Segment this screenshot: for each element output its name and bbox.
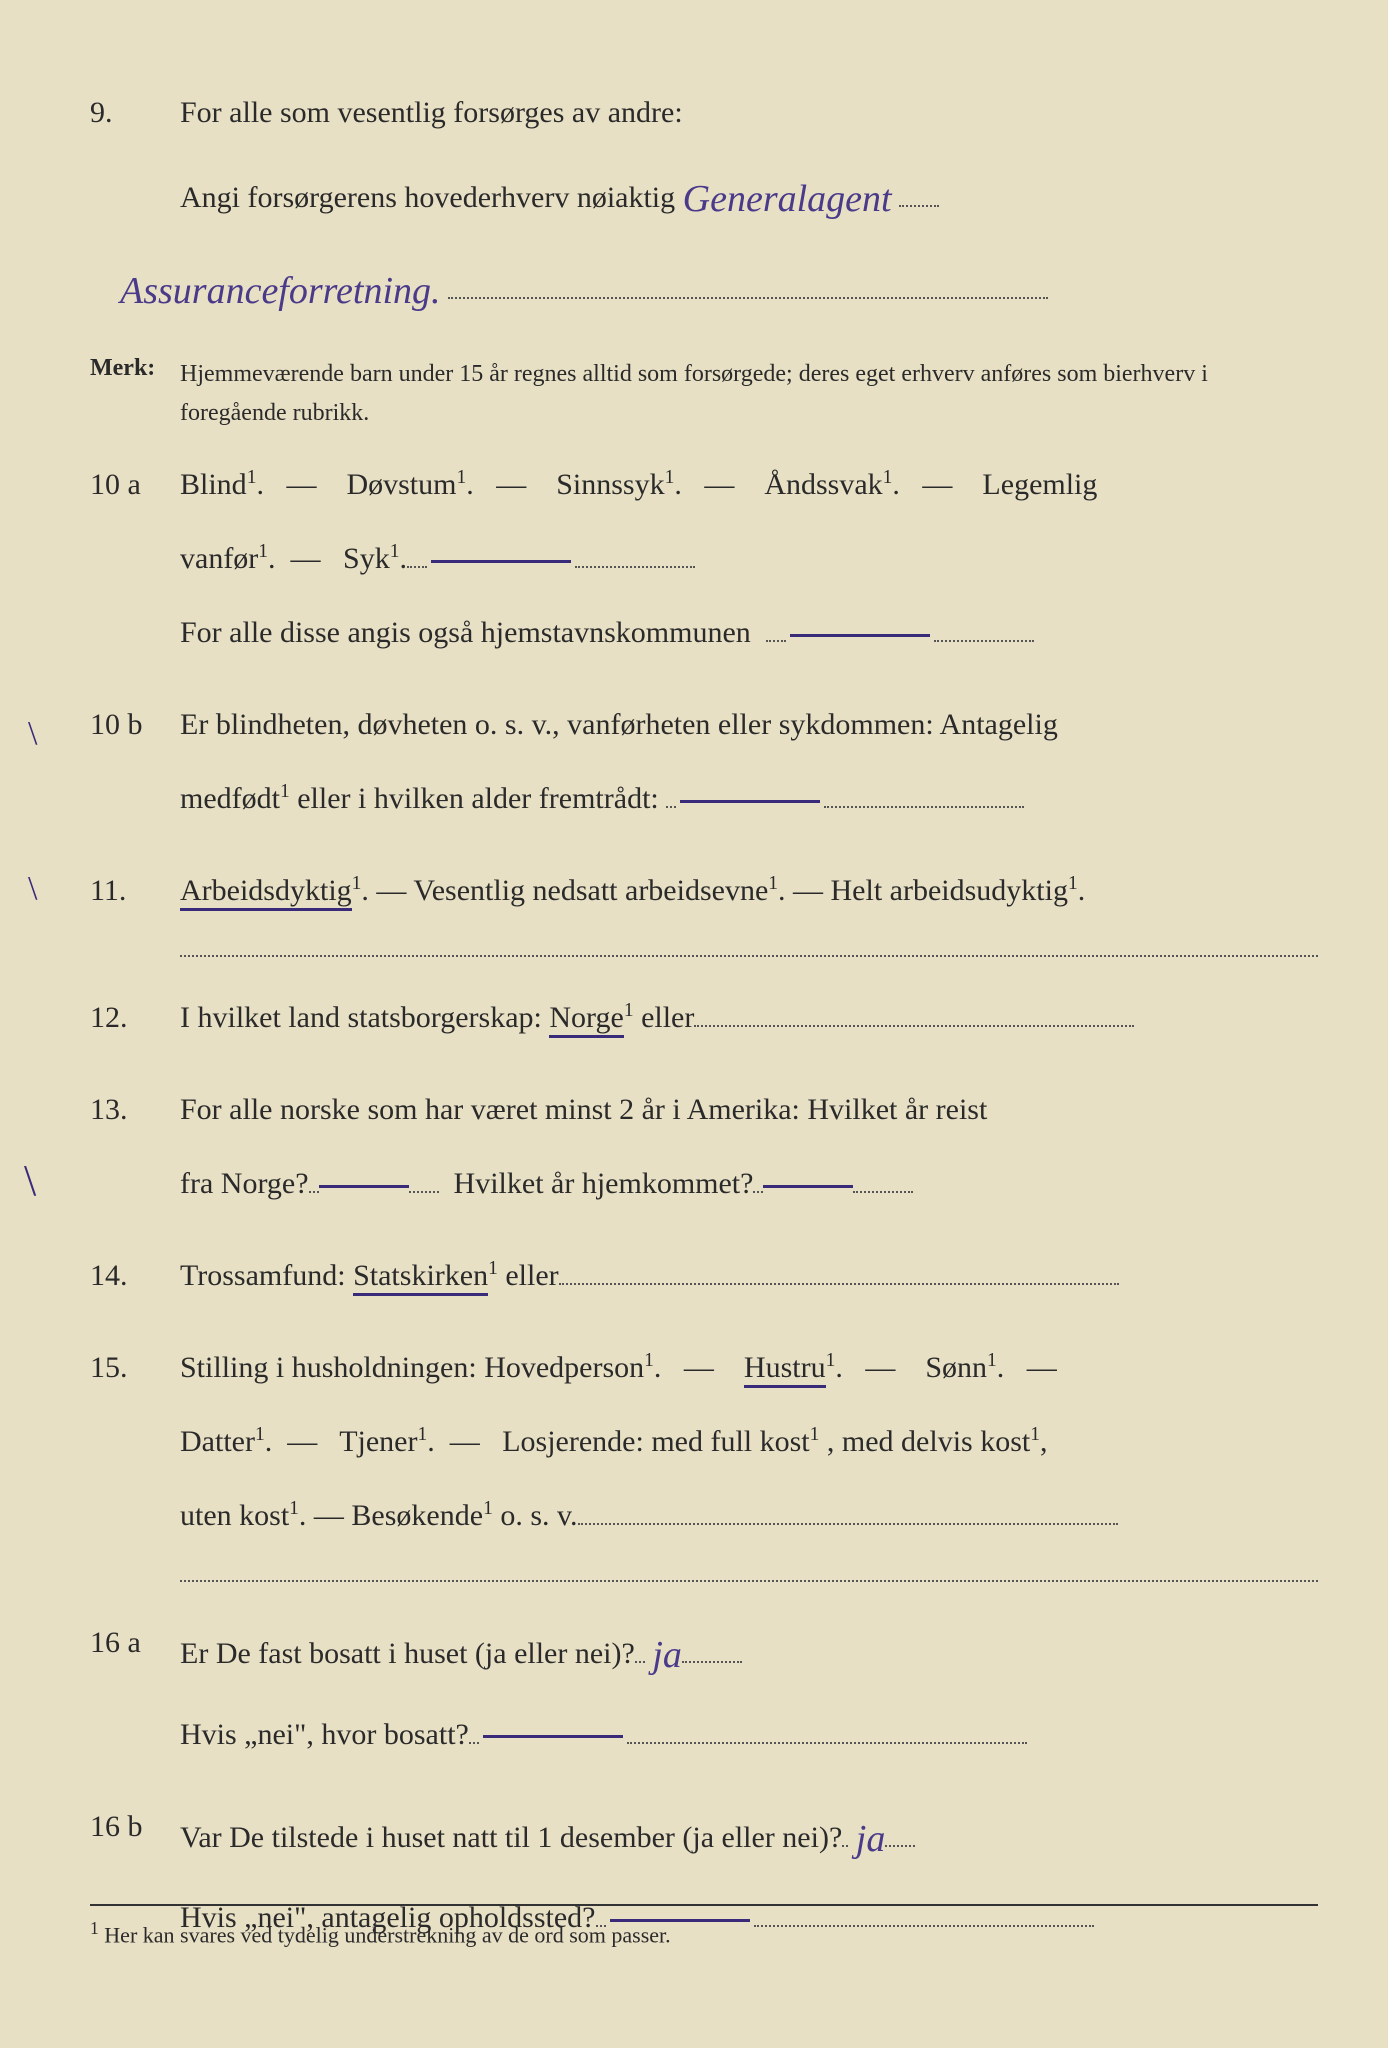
q10b-number: 10 b (90, 692, 180, 840)
merk-text: Hjemmeværende barn under 15 år regnes al… (180, 355, 1318, 432)
q13-number: 13. (90, 1077, 180, 1225)
q10a-number: 10 a (90, 452, 180, 674)
q16a-answer: ja (652, 1614, 682, 1698)
census-form-page: \ \ \ 9. For alle som vesentlig forsørge… (0, 0, 1388, 2048)
question-13: 13. For alle norske som har været minst … (90, 1077, 1318, 1225)
q12-number: 12. (90, 985, 180, 1059)
q11-selected: Arbeidsdyktig (180, 874, 352, 911)
q9-handwritten-1: Generalagent (683, 158, 892, 242)
merk-note: Merk: Hjemmeværende barn under 15 år reg… (90, 355, 1318, 432)
q14-number: 14. (90, 1243, 180, 1317)
q15-selected: Hustru (744, 1351, 826, 1388)
margin-mark-2: \ (28, 870, 37, 908)
q16b-answer: ja (856, 1798, 886, 1882)
footnote: 1 Her kan svares ved tydelig understrekn… (90, 1904, 1318, 1948)
question-11: 11. Arbeidsdyktig1. — Vesentlig nedsatt … (90, 858, 1318, 967)
question-15: 15. Stilling i husholdningen: Hovedperso… (90, 1335, 1318, 1592)
q16a-number: 16 a (90, 1610, 180, 1776)
q11-number: 11. (90, 858, 180, 967)
q9-line1: For alle som vesentlig forsørges av andr… (180, 80, 1318, 146)
question-9: 9. For alle som vesentlig forsørges av a… (90, 80, 1318, 337)
margin-mark-1: \ (28, 715, 37, 753)
margin-mark-3: \ (24, 1155, 36, 1206)
q15-number: 15. (90, 1335, 180, 1592)
q14-selected: Statskirken (353, 1259, 488, 1296)
question-12: 12. I hvilket land statsborgerskap: Norg… (90, 985, 1318, 1059)
question-16a: 16 a Er De fast bosatt i huset (ja eller… (90, 1610, 1318, 1776)
question-10a: 10 a Blind1. — Døvstum1. — Sinnssyk1. — … (90, 452, 1318, 674)
q9-line3: Assuranceforretning. (120, 246, 1318, 330)
q9-handwritten-2: Assuranceforretning. (120, 250, 441, 334)
merk-label: Merk: (90, 355, 180, 432)
q12-selected: Norge (549, 1001, 623, 1038)
question-10b: 10 b Er blindheten, døvheten o. s. v., v… (90, 692, 1318, 840)
q9-line2: Angi forsørgerens hovederhverv nøiaktig … (180, 154, 1318, 238)
question-14: 14. Trossamfund: Statskirken1 eller (90, 1243, 1318, 1317)
